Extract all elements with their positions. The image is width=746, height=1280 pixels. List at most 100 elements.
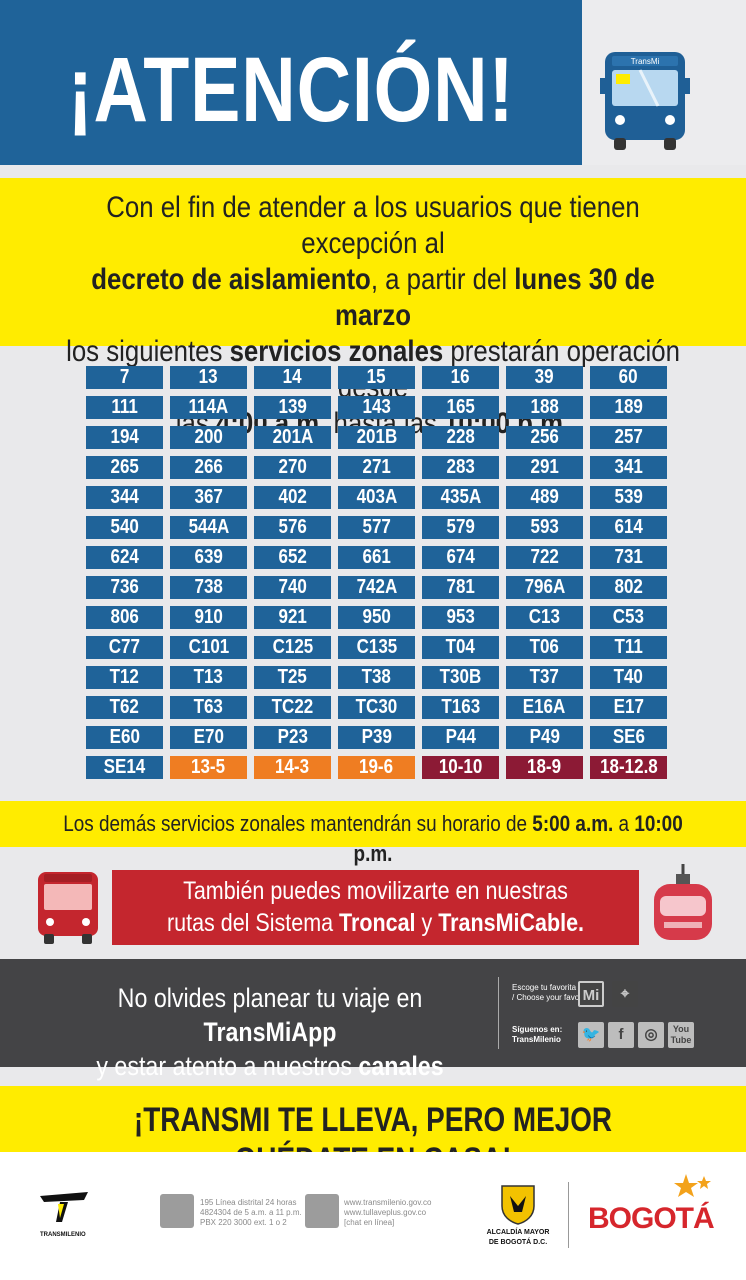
route-cell: 18-9 (506, 756, 583, 779)
route-label: P23 (277, 726, 308, 748)
choose-favorite-label: Escoge tu favorita / Choose your favorite (512, 983, 591, 1002)
route-cell: T37 (506, 666, 583, 689)
route-cell: 402 (254, 486, 331, 509)
alternative-routes-banner: También puedes movilizarte en nuestras r… (112, 870, 639, 945)
route-label: P44 (445, 726, 476, 748)
map-app-icon[interactable]: ⌖ (612, 981, 638, 1007)
route-label: 736 (110, 576, 139, 598)
route-cell: T25 (254, 666, 331, 689)
intro-section: Con el fin de atender a los usuarios que… (0, 178, 746, 440)
routes-grid: 7 13 14 15 16 39 60 111 114A 139 143 165 188 189 194 20… (86, 366, 667, 779)
route-label: 270 (278, 456, 307, 478)
route-cell: 577 (338, 516, 415, 539)
route-label: 722 (530, 546, 559, 568)
facebook-icon[interactable]: f (608, 1022, 634, 1048)
route-cell: 19-6 (338, 756, 415, 779)
route-cell: P39 (338, 726, 415, 749)
route-label: 652 (278, 546, 307, 568)
route-cell: 593 (506, 516, 583, 539)
route-label: 953 (446, 606, 475, 628)
transmiapp-icon[interactable]: Mi (578, 981, 604, 1007)
route-label: 341 (614, 456, 643, 478)
route-label: T40 (613, 666, 644, 688)
route-cell: TC22 (254, 696, 331, 719)
route-cell: E16A (506, 696, 583, 719)
route-cell: 14-3 (254, 756, 331, 779)
route-label: 10-10 (438, 756, 483, 778)
route-cell: 39 (506, 366, 583, 389)
route-label: T163 (441, 696, 480, 718)
schedule-note-text: Los demás servicios zonales mantendrán s… (63, 811, 683, 866)
route-cell: SE14 (86, 756, 163, 779)
slogan-section: ¡TRANSMI TE LLEVA, PERO MEJOR QUÉDATE EN… (0, 1086, 746, 1179)
route-label: 114A (188, 396, 229, 418)
route-label: 544A (188, 516, 229, 538)
red-bus-icon (38, 872, 98, 944)
alternative-routes-text: También puedes movilizarte en nuestras r… (166, 877, 585, 937)
route-label: 614 (614, 516, 643, 538)
route-label: 60 (619, 366, 638, 388)
route-cell: 367 (170, 486, 247, 509)
route-cell: 257 (590, 426, 667, 449)
route-label: 802 (614, 576, 643, 598)
route-cell: 921 (254, 606, 331, 629)
route-cell: 540 (86, 516, 163, 539)
route-label: 344 (110, 486, 139, 508)
route-label: 14-3 (275, 756, 310, 778)
route-cell: T30B (422, 666, 499, 689)
route-cell: 15 (338, 366, 415, 389)
route-cell: 13-5 (170, 756, 247, 779)
route-cell: 7 (86, 366, 163, 389)
route-cell: 139 (254, 396, 331, 419)
route-label: 257 (614, 426, 643, 448)
route-label: 165 (446, 396, 475, 418)
route-label: 435A (440, 486, 481, 508)
route-cell: T40 (590, 666, 667, 689)
route-cell: 736 (86, 576, 163, 599)
schedule-note: Los demás servicios zonales mantendrán s… (0, 801, 746, 866)
instagram-icon[interactable]: ◎ (638, 1022, 664, 1048)
route-label: T06 (529, 636, 560, 658)
route-cell: 200 (170, 426, 247, 449)
header: ¡ATENCIÓN! TransMi (0, 0, 746, 165)
route-label: 39 (535, 366, 554, 388)
route-cell: 579 (422, 516, 499, 539)
route-cell: 271 (338, 456, 415, 479)
route-label: C53 (612, 606, 645, 628)
route-label: E17 (613, 696, 644, 718)
route-label: 19-6 (359, 756, 394, 778)
route-cell: 796A (506, 576, 583, 599)
route-cell: 194 (86, 426, 163, 449)
divider (498, 977, 499, 1049)
route-cell: 344 (86, 486, 163, 509)
twitter-icon[interactable]: 🐦 (578, 1022, 604, 1048)
route-label: 13 (199, 366, 218, 388)
route-cell: T12 (86, 666, 163, 689)
route-label: T04 (445, 636, 476, 658)
route-label: 18-12.8 (599, 756, 658, 778)
route-label: T13 (193, 666, 224, 688)
wifi-icon (305, 1194, 339, 1228)
route-cell: 143 (338, 396, 415, 419)
route-label: 579 (446, 516, 475, 538)
route-cell: C77 (86, 636, 163, 659)
route-label: E70 (193, 726, 224, 748)
route-label: 201A (272, 426, 313, 448)
route-label: T63 (193, 696, 224, 718)
route-label: 740 (278, 576, 307, 598)
route-label: 593 (530, 516, 559, 538)
route-label: 228 (446, 426, 475, 448)
route-label: T30B (439, 666, 482, 688)
route-label: 731 (614, 546, 643, 568)
footer: TRANSMILENIO 195 Línea distrital 24 hora… (0, 1152, 746, 1280)
route-label: 291 (530, 456, 559, 478)
route-cell: 18-12.8 (590, 756, 667, 779)
bogota-coat-of-arms (501, 1185, 535, 1225)
route-label: P39 (361, 726, 392, 748)
route-label: C125 (272, 636, 313, 658)
youtube-icon[interactable]: You Tube (668, 1022, 694, 1048)
route-label: T12 (109, 666, 140, 688)
route-label: E16A (523, 696, 566, 718)
transmilenio-logo-text: TRANSMILENIO (40, 1232, 86, 1238)
route-label: 540 (110, 516, 139, 538)
